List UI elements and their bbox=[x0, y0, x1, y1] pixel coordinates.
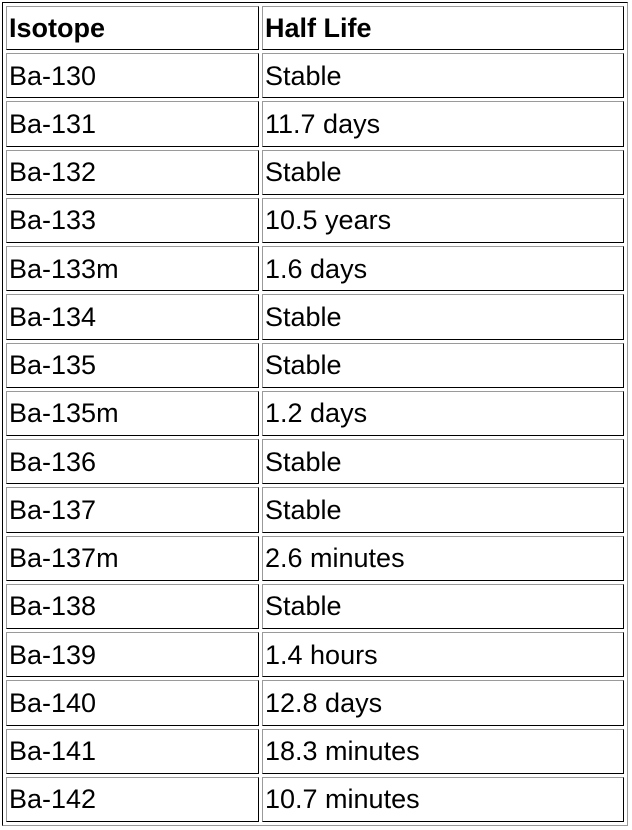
isotope-cell: Ba-141 bbox=[6, 728, 259, 774]
table-row: Ba-138 Stable bbox=[6, 583, 624, 629]
isotope-half-life-table: Isotope Half Life Ba-130 Stable Ba-131 11.7… bbox=[3, 3, 627, 825]
table-row: Ba-140 12.8 days bbox=[6, 680, 624, 726]
table-row: Ba-133 10.5 years bbox=[6, 197, 624, 243]
table-row: Ba-130 Stable bbox=[6, 53, 624, 99]
table-row: Ba-133m 1.6 days bbox=[6, 246, 624, 292]
isotope-cell: Ba-131 bbox=[6, 101, 259, 147]
isotope-cell: Ba-136 bbox=[6, 439, 259, 485]
half-life-cell: 11.7 days bbox=[262, 101, 624, 147]
table-row: Ba-139 1.4 hours bbox=[6, 632, 624, 678]
half-life-cell: 1.2 days bbox=[262, 390, 624, 436]
table-row: Ba-131 11.7 days bbox=[6, 101, 624, 147]
table-row: Ba-134 Stable bbox=[6, 294, 624, 340]
header-half-life: Half Life bbox=[262, 6, 624, 50]
half-life-cell: 1.6 days bbox=[262, 246, 624, 292]
table-row: Ba-132 Stable bbox=[6, 149, 624, 195]
table-row: Ba-137m 2.6 minutes bbox=[6, 535, 624, 581]
isotope-cell: Ba-135m bbox=[6, 390, 259, 436]
table-row: Ba-137 Stable bbox=[6, 487, 624, 533]
half-life-cell: Stable bbox=[262, 294, 624, 340]
half-life-cell: Stable bbox=[262, 487, 624, 533]
table-body: Ba-130 Stable Ba-131 11.7 days Ba-132 Stable B… bbox=[6, 53, 624, 822]
isotope-cell: Ba-134 bbox=[6, 294, 259, 340]
half-life-cell: Stable bbox=[262, 583, 624, 629]
table-row: Ba-135m 1.2 days bbox=[6, 390, 624, 436]
isotope-cell: Ba-135 bbox=[6, 342, 259, 388]
half-life-cell: 10.5 years bbox=[262, 197, 624, 243]
half-life-cell: Stable bbox=[262, 149, 624, 195]
table-header-row: Isotope Half Life bbox=[6, 6, 624, 50]
isotope-cell: Ba-132 bbox=[6, 149, 259, 195]
table-row: Ba-142 10.7 minutes bbox=[6, 776, 624, 822]
isotope-cell: Ba-133 bbox=[6, 197, 259, 243]
table-row: Ba-135 Stable bbox=[6, 342, 624, 388]
half-life-cell: 10.7 minutes bbox=[262, 776, 624, 822]
half-life-cell: Stable bbox=[262, 53, 624, 99]
half-life-cell: Stable bbox=[262, 439, 624, 485]
table-row: Ba-136 Stable bbox=[6, 439, 624, 485]
isotope-cell: Ba-140 bbox=[6, 680, 259, 726]
half-life-cell: 1.4 hours bbox=[262, 632, 624, 678]
half-life-cell: 18.3 minutes bbox=[262, 728, 624, 774]
isotope-cell: Ba-133m bbox=[6, 246, 259, 292]
isotope-cell: Ba-139 bbox=[6, 632, 259, 678]
half-life-cell: 12.8 days bbox=[262, 680, 624, 726]
isotope-cell: Ba-138 bbox=[6, 583, 259, 629]
half-life-cell: 2.6 minutes bbox=[262, 535, 624, 581]
table-row: Ba-141 18.3 minutes bbox=[6, 728, 624, 774]
half-life-cell: Stable bbox=[262, 342, 624, 388]
header-isotope: Isotope bbox=[6, 6, 259, 50]
isotope-cell: Ba-137 bbox=[6, 487, 259, 533]
isotope-cell: Ba-130 bbox=[6, 53, 259, 99]
isotope-cell: Ba-142 bbox=[6, 776, 259, 822]
isotope-cell: Ba-137m bbox=[6, 535, 259, 581]
